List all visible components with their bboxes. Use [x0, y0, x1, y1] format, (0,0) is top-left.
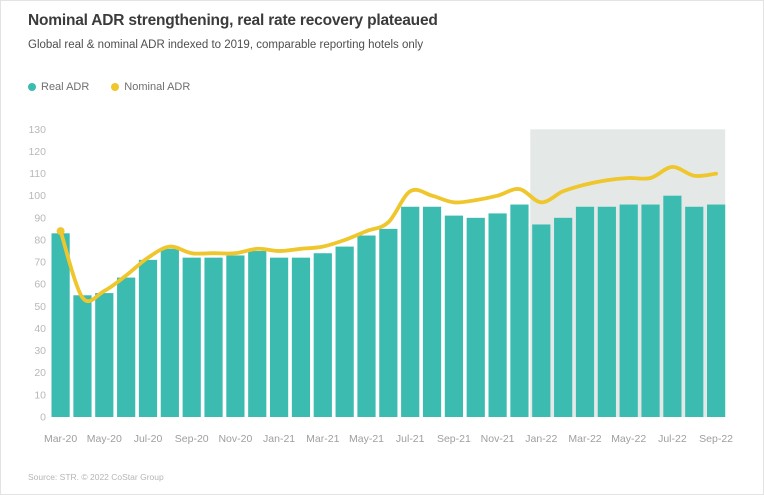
bar-May-22	[619, 204, 638, 417]
bar-Jul-22	[663, 195, 682, 417]
bar-Apr-22	[597, 206, 616, 417]
x-tick-label: Jul-21	[396, 433, 425, 445]
line-start-dot	[56, 227, 65, 236]
page-title: Nominal ADR strengthening, real rate rec…	[28, 12, 438, 29]
y-tick-label: 70	[34, 257, 46, 269]
y-tick-label: 80	[34, 234, 46, 246]
bar-Aug-21	[422, 206, 442, 417]
bar-Apr-20	[73, 295, 92, 417]
x-axis-labels: Mar-20 May-20 Jul-20 Sep-20 Nov-20 Jan-21 Mar-…	[44, 433, 733, 445]
x-tick-label: Mar-21	[306, 433, 339, 445]
y-tick-label: 30	[34, 345, 46, 357]
y-tick-label: 10	[34, 389, 46, 401]
bar-Dec-20	[248, 251, 267, 417]
x-tick-label: Mar-22	[568, 433, 601, 445]
chart-legend: Real ADR Nominal ADR	[28, 81, 190, 93]
bar-Mar-20	[51, 233, 70, 417]
legend-label-real-adr: Real ADR	[41, 81, 90, 93]
x-tick-label: Sep-22	[699, 433, 733, 445]
bar-May-20	[95, 293, 114, 417]
bar-Feb-22	[554, 217, 573, 417]
bar-Dec-21	[510, 204, 529, 417]
legend-label-nominal-adr: Nominal ADR	[124, 81, 191, 93]
x-tick-label: Nov-20	[218, 433, 252, 445]
x-tick-label: May-22	[611, 433, 646, 445]
x-tick-label: Jan-22	[525, 433, 557, 445]
x-tick-label: Jul-22	[658, 433, 687, 445]
y-tick-label: 90	[34, 212, 46, 224]
bar-Mar-22	[575, 206, 595, 417]
x-tick-label: Nov-21	[481, 433, 515, 445]
y-tick-label: 50	[34, 301, 46, 313]
bar-Apr-21	[335, 246, 354, 417]
y-tick-label: 0	[40, 412, 46, 424]
chart-subtitle: Global real & nominal ADR indexed to 201…	[28, 39, 424, 51]
x-tick-label: May-21	[349, 433, 384, 445]
bar-Oct-20	[204, 257, 223, 417]
y-tick-label: 120	[28, 146, 46, 158]
y-tick-label: 100	[28, 190, 46, 202]
x-tick-label: Jul-20	[134, 433, 163, 445]
x-tick-label: Sep-21	[437, 433, 471, 445]
bar-Nov-20	[226, 255, 245, 417]
nominal-adr-dot-icon	[111, 83, 120, 91]
bar-Oct-21	[466, 217, 485, 417]
bar-Nov-21	[488, 213, 507, 417]
bar-May-21	[357, 235, 376, 417]
bar-Aug-22	[685, 206, 704, 417]
y-tick-label: 60	[34, 279, 46, 291]
y-tick-label: 40	[34, 323, 46, 335]
real-adr-dot-icon	[28, 83, 36, 91]
bar-Aug-20	[160, 248, 179, 417]
nominal-adr-line	[58, 165, 718, 304]
y-tick-label: 130	[28, 124, 46, 136]
legend-item-nominal-adr: Nominal ADR	[111, 81, 190, 93]
bar-Jul-21	[401, 206, 420, 417]
x-tick-label: May-20	[87, 433, 122, 445]
bar-Jun-21	[379, 228, 398, 417]
source-attribution: Source: STR. © 2022 CoStar Group	[28, 472, 164, 482]
bar-Sep-20	[182, 257, 201, 417]
x-tick-label: Sep-20	[175, 433, 209, 445]
bar-Feb-21	[291, 257, 311, 417]
bars-group	[51, 195, 726, 417]
y-tick-label: 20	[34, 367, 46, 379]
bar-Jun-22	[641, 204, 660, 417]
legend-item-real-adr: Real ADR	[28, 81, 89, 93]
bar-Jan-21	[270, 257, 289, 417]
x-tick-label: Mar-20	[44, 433, 77, 445]
bar-Jan-22	[532, 224, 551, 417]
bar-Sep-21	[444, 215, 463, 417]
x-tick-label: Jan-21	[263, 433, 295, 445]
bar-Jun-20	[117, 277, 136, 417]
y-axis-labels: 0 10 20 30 40 50 60 70 80 90 100 110 120 130	[28, 124, 46, 424]
bar-Mar-21	[313, 253, 332, 417]
y-tick-label: 110	[29, 168, 46, 180]
bar-Sep-22	[707, 204, 726, 417]
bar-Jul-20	[138, 259, 158, 417]
